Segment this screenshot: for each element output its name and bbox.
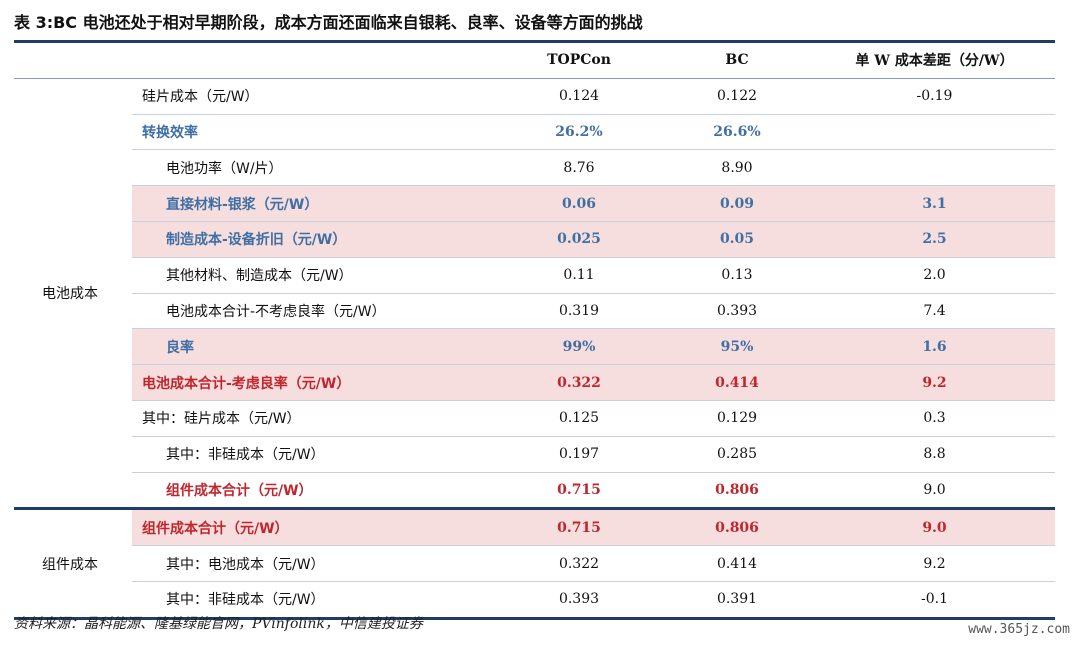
table-row: 其中：硅片成本（元/W） 0.125 0.129 0.3 [14,400,1055,437]
header-topcon: TOPCon [498,43,660,79]
row-label: 电池成本合计-考虑良率（元/W） [132,364,498,401]
gap-value: -0.1 [814,581,1055,620]
cost-comparison-table: TOPCon BC 单 W 成本差距（分/W） 电池成本 硅片成本（元/W） 0… [14,43,1055,620]
bc-value: 0.285 [660,436,814,473]
bc-value: 26.6% [660,114,814,151]
bc-value: 0.806 [660,472,814,510]
table-row: 组件成本 组件成本合计（元/W） 0.715 0.806 9.0 [14,507,1055,620]
header-row: TOPCon BC 单 W 成本差距（分/W） [14,43,1055,79]
topcon-value: 0.11 [498,257,660,294]
row-label: 其他材料、制造成本（元/W） [132,257,498,294]
bc-value: 0.09 [660,185,814,222]
gap-value: 9.0 [814,507,1055,547]
topcon-value: 0.715 [498,507,660,547]
bc-value: 0.122 [660,78,814,115]
table-row: 其他材料、制造成本（元/W） 0.11 0.13 2.0 [14,257,1055,294]
table-row: 良率 99% 95% 1.6 [14,328,1055,366]
bc-value: 0.13 [660,257,814,294]
gap-value: 0.3 [814,400,1055,437]
gap-value [814,114,1055,151]
table-row: 其中：电池成本（元/W） 0.322 0.414 9.2 [14,545,1055,582]
bc-value: 0.414 [660,364,814,401]
table-row: 其中：非硅成本（元/W） 0.393 0.391 -0.1 [14,581,1055,620]
table-row: 电池功率（W/片） 8.76 8.90 [14,149,1055,187]
bc-value: 0.05 [660,221,814,258]
gap-value: 7.4 [814,293,1055,330]
header-gap: 单 W 成本差距（分/W） [814,43,1055,79]
header-group [14,43,132,79]
cost-table-wrapper: TOPCon BC 单 W 成本差距（分/W） 电池成本 硅片成本（元/W） 0… [14,40,1055,620]
topcon-value: 8.76 [498,149,660,187]
bc-value: 0.393 [660,293,814,330]
topcon-value: 0.322 [498,364,660,401]
bc-value: 0.129 [660,400,814,437]
row-label: 转换效率 [132,114,498,151]
bc-value: 95% [660,328,814,366]
row-label: 良率 [132,328,498,366]
topcon-value: 0.393 [498,581,660,620]
group-label-module-cost: 组件成本 [14,507,132,620]
table-row: 电池成本 硅片成本（元/W） 0.124 0.122 -0.19 [14,78,1055,302]
source-note: 资料来源：晶科能源、隆基绿能官网，PVinfolink，中信建投证券 [14,616,423,632]
gap-value: -0.19 [814,78,1055,115]
table-title: 表 3:BC 电池还处于相对早期阶段，成本方面还面临来自银耗、良率、设备等方面的… [14,13,643,32]
gap-value: 9.2 [814,545,1055,582]
row-label: 其中：电池成本（元/W） [132,545,498,582]
topcon-value: 0.124 [498,78,660,115]
topcon-value: 0.125 [498,400,660,437]
topcon-value: 99% [498,328,660,366]
bc-value: 8.90 [660,149,814,187]
bc-value: 0.806 [660,507,814,547]
gap-value: 3.1 [814,185,1055,222]
row-label: 其中：非硅成本（元/W） [132,581,498,620]
table-row: 电池成本合计-考虑良率（元/W） 0.322 0.414 9.2 [14,364,1055,401]
table-row: 电池成本合计-不考虑良率（元/W） 0.319 0.393 7.4 [14,293,1055,330]
gap-value: 1.6 [814,328,1055,366]
table-row: 制造成本-设备折旧（元/W） 0.025 0.05 2.5 [14,221,1055,258]
topcon-value: 0.197 [498,436,660,473]
group-label-cell-cost: 电池成本 [42,286,98,303]
row-label: 电池成本合计-不考虑良率（元/W） [132,293,498,330]
row-label: 其中：非硅成本（元/W） [132,436,498,473]
row-label: 组件成本合计（元/W） [132,472,498,510]
gap-value [814,149,1055,187]
row-label: 直接材料-银浆（元/W） [132,185,498,222]
gap-value: 9.0 [814,472,1055,510]
row-label: 制造成本-设备折旧（元/W） [132,221,498,258]
row-label: 电池功率（W/片） [132,149,498,187]
row-label: 组件成本合计（元/W） [132,507,498,547]
header-bc: BC [660,43,814,79]
gap-value: 9.2 [814,364,1055,401]
topcon-value: 0.319 [498,293,660,330]
table-row: 直接材料-银浆（元/W） 0.06 0.09 3.1 [14,185,1055,222]
gap-value: 8.8 [814,436,1055,473]
topcon-value: 26.2% [498,114,660,151]
bc-value: 0.391 [660,581,814,620]
topcon-value: 0.025 [498,221,660,258]
gap-value: 2.0 [814,257,1055,294]
watermark: www.365jz.com [968,622,1070,637]
topcon-value: 0.06 [498,185,660,222]
gap-value: 2.5 [814,221,1055,258]
top-rule [14,40,1055,43]
bc-value: 0.414 [660,545,814,582]
topcon-value: 0.322 [498,545,660,582]
row-label: 其中：硅片成本（元/W） [132,400,498,437]
topcon-value: 0.715 [498,472,660,510]
header-metric [132,43,498,79]
row-label: 硅片成本（元/W） [132,78,498,115]
table-row: 组件成本合计（元/W） 0.715 0.806 9.0 [14,472,1055,510]
table-row: 其中：非硅成本（元/W） 0.197 0.285 8.8 [14,436,1055,473]
table-row: 转换效率 26.2% 26.6% [14,114,1055,151]
